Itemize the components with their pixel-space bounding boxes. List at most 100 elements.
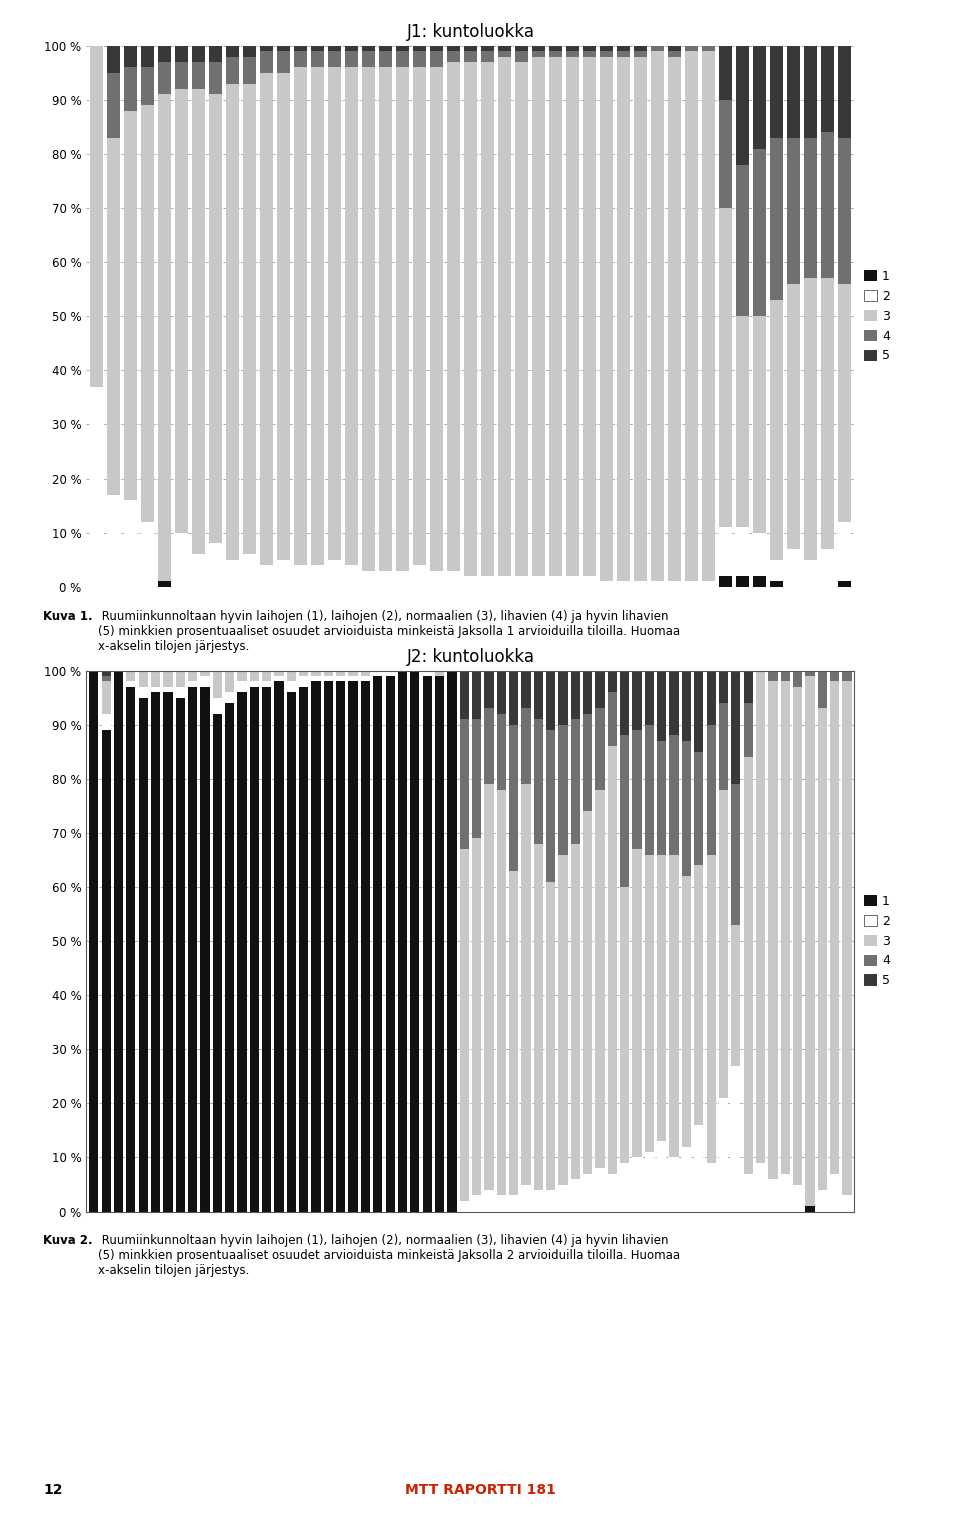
Bar	[566, 52, 579, 56]
Bar	[275, 681, 283, 1212]
Bar	[141, 67, 154, 105]
Bar	[209, 62, 222, 94]
Bar	[532, 52, 544, 56]
Bar	[328, 559, 341, 587]
Bar	[294, 46, 307, 52]
Bar	[600, 56, 612, 581]
Bar	[243, 555, 256, 587]
Bar	[702, 46, 714, 52]
Bar	[669, 855, 679, 1158]
Bar	[682, 671, 691, 741]
Bar	[521, 709, 531, 785]
Bar	[447, 671, 457, 1212]
Bar	[583, 46, 596, 52]
Bar	[294, 565, 307, 587]
Bar	[600, 581, 612, 587]
Bar	[651, 581, 663, 587]
Bar	[583, 811, 592, 1173]
Bar	[532, 56, 544, 576]
Bar	[732, 925, 740, 1065]
Bar	[201, 671, 209, 677]
Bar	[532, 576, 544, 587]
Bar	[225, 703, 234, 1212]
Bar	[201, 687, 209, 1212]
Bar	[138, 698, 148, 1212]
Bar	[651, 52, 663, 581]
Bar	[373, 671, 382, 677]
Bar	[243, 46, 256, 56]
Bar	[633, 1158, 641, 1212]
Bar	[515, 576, 528, 587]
Bar	[830, 681, 839, 1173]
Bar	[275, 671, 283, 677]
Bar	[838, 521, 851, 581]
Bar	[818, 1190, 827, 1212]
Bar	[361, 671, 370, 677]
Bar	[595, 1169, 605, 1212]
Bar	[668, 56, 681, 581]
Bar	[300, 687, 308, 1212]
Bar	[842, 681, 852, 1195]
Bar	[842, 1195, 852, 1212]
Bar	[277, 559, 290, 587]
Bar	[702, 52, 714, 581]
Bar	[472, 671, 481, 719]
Bar	[787, 283, 800, 549]
Bar	[362, 46, 374, 52]
Bar	[464, 46, 477, 52]
Bar	[90, 46, 103, 387]
Bar	[464, 62, 477, 576]
Bar	[386, 671, 395, 677]
Bar	[600, 52, 612, 56]
Bar	[311, 565, 324, 587]
Bar	[498, 56, 511, 576]
Bar	[719, 703, 728, 789]
Bar	[617, 46, 630, 52]
Bar	[300, 671, 308, 677]
Bar	[658, 1141, 666, 1212]
Bar	[311, 67, 324, 565]
Bar	[566, 56, 579, 576]
Bar	[707, 855, 716, 1163]
Bar	[534, 844, 543, 1190]
Bar	[634, 581, 647, 587]
Bar	[818, 709, 827, 1190]
Bar	[209, 46, 222, 62]
Bar	[818, 671, 827, 709]
Bar	[694, 1125, 704, 1212]
Bar	[583, 713, 592, 811]
Bar	[617, 56, 630, 581]
Bar	[158, 62, 171, 94]
Bar	[188, 681, 197, 687]
Title: J2: kuntoluokka: J2: kuntoluokka	[406, 648, 535, 666]
Bar	[838, 283, 851, 521]
Bar	[336, 671, 346, 677]
Bar	[373, 677, 382, 1212]
Bar	[108, 495, 120, 587]
Bar	[430, 570, 443, 587]
Bar	[481, 52, 493, 62]
Bar	[250, 671, 259, 681]
Bar	[682, 741, 691, 876]
Bar	[243, 56, 256, 84]
Bar	[262, 681, 272, 687]
Bar	[608, 747, 617, 1173]
Bar	[213, 713, 222, 1212]
Bar	[719, 671, 728, 703]
Bar	[842, 671, 852, 681]
Bar	[294, 67, 307, 565]
Text: MTT RAPORTTI 181: MTT RAPORTTI 181	[404, 1483, 556, 1497]
Bar	[620, 1163, 630, 1212]
Bar	[793, 687, 803, 1184]
Bar	[838, 581, 851, 587]
Bar	[509, 671, 518, 725]
Bar	[768, 1180, 778, 1212]
Bar	[192, 62, 204, 88]
Bar	[534, 1190, 543, 1212]
Bar	[225, 671, 234, 692]
Bar	[719, 527, 732, 576]
Bar	[546, 881, 555, 1190]
Bar	[620, 887, 630, 1163]
Bar	[108, 73, 120, 137]
Bar	[658, 741, 666, 855]
